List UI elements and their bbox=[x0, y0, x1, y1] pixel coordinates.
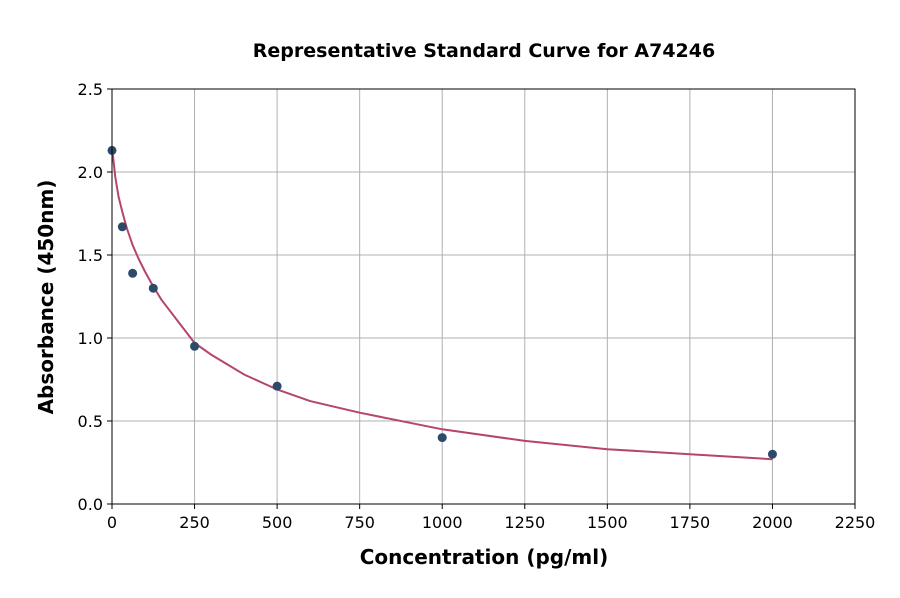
x-axis-label: Concentration (pg/ml) bbox=[360, 545, 609, 569]
chart-title: Representative Standard Curve for A74246 bbox=[253, 40, 715, 62]
x-tick-label: 750 bbox=[344, 513, 375, 532]
data-point bbox=[767, 449, 777, 459]
plot-frame bbox=[111, 88, 856, 505]
x-tick-label: 1000 bbox=[422, 513, 463, 532]
x-tick-label: 500 bbox=[262, 513, 293, 532]
y-tick-label: 2.0 bbox=[78, 163, 103, 182]
x-tick-label: 1750 bbox=[670, 513, 711, 532]
data-point bbox=[117, 222, 127, 232]
x-tick-label: 1250 bbox=[504, 513, 545, 532]
x-tick-label: 1500 bbox=[587, 513, 628, 532]
data-point bbox=[190, 341, 200, 351]
data-point bbox=[437, 433, 447, 443]
y-axis-label: Absorbance (450nm) bbox=[34, 180, 58, 415]
x-tick-label: 2250 bbox=[835, 513, 876, 532]
y-tick-label: 1.0 bbox=[78, 329, 103, 348]
data-point bbox=[148, 283, 158, 293]
y-tick-label: 0.0 bbox=[78, 495, 103, 514]
x-tick-label: 0 bbox=[107, 513, 117, 532]
x-tick-label: 250 bbox=[179, 513, 210, 532]
y-tick-label: 1.5 bbox=[78, 246, 103, 265]
data-point bbox=[272, 381, 282, 391]
y-tick-label: 2.5 bbox=[78, 80, 103, 99]
x-tick-label: 2000 bbox=[752, 513, 793, 532]
fit-curve-line bbox=[111, 146, 773, 461]
data-point bbox=[128, 268, 138, 278]
y-tick-label: 0.5 bbox=[78, 412, 103, 431]
